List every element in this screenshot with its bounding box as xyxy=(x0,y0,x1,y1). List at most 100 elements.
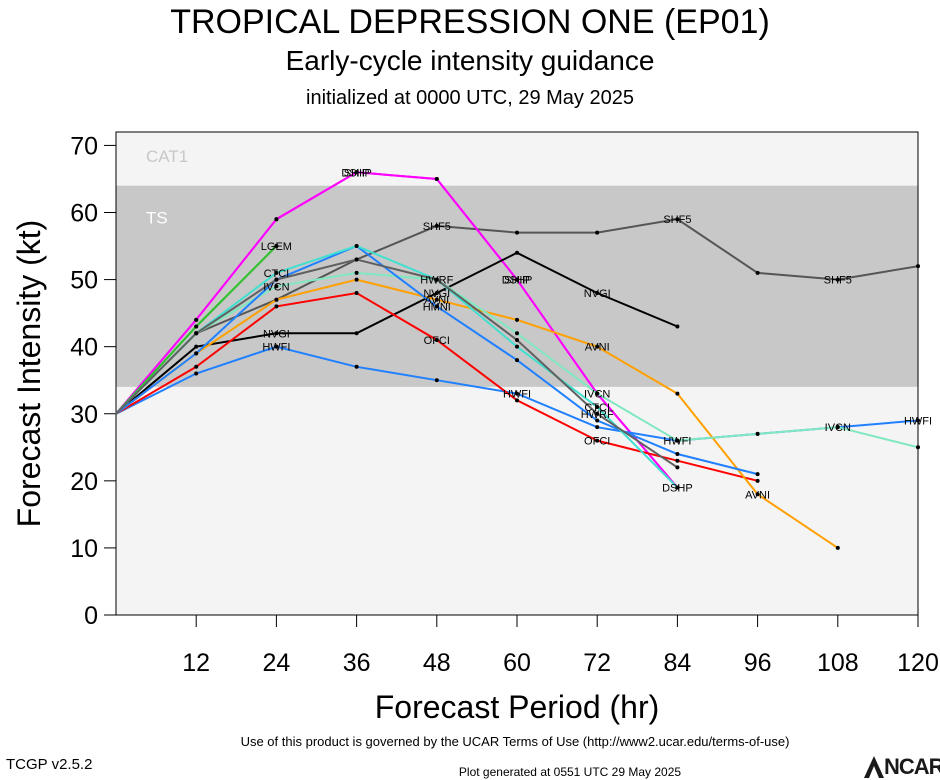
point-ship xyxy=(434,176,439,181)
y-tick-label: 20 xyxy=(70,468,98,496)
series-label-nvgi: NVGI xyxy=(423,288,450,300)
point-hwrf xyxy=(354,257,359,262)
series-label-avni: AVNI xyxy=(424,295,449,307)
series-label-shf5: SHF5 xyxy=(824,275,852,287)
point-hmni xyxy=(194,351,199,356)
series-label-nvgi: NVGI xyxy=(263,328,290,340)
ncar-logo: NCAR xyxy=(862,752,940,780)
point-nvgi xyxy=(354,331,359,336)
point-nvgi xyxy=(595,291,600,295)
y-tick-label: 30 xyxy=(70,401,98,429)
series-label-hwfi: HWFI xyxy=(503,389,531,401)
point-hwrf xyxy=(595,411,600,416)
x-tick-label: 120 xyxy=(897,649,939,677)
ncar-logo-text: NCAR xyxy=(884,754,940,779)
point-hwfi xyxy=(595,425,600,430)
point-ship xyxy=(354,170,359,175)
x-tick-label: 60 xyxy=(503,649,531,677)
series-label-avni: AVNI xyxy=(585,342,610,354)
series-label-ship: SHIP xyxy=(504,275,530,287)
y-axis-label: Forecast Intensity (kt) xyxy=(11,220,47,528)
point-ship xyxy=(515,277,519,282)
series-label-avni: AVNI xyxy=(745,489,770,501)
point-ofci xyxy=(354,291,359,295)
x-tick-label: 36 xyxy=(343,649,371,677)
point-shf5 xyxy=(675,217,680,222)
point-ivcn xyxy=(274,284,279,289)
point-hmni xyxy=(675,452,680,456)
band-label-cat1: CAT1 xyxy=(146,147,188,166)
point-hmni xyxy=(515,358,519,363)
point-avni xyxy=(755,492,760,497)
y-tick-label: 10 xyxy=(70,535,98,563)
y-tick-label: 60 xyxy=(70,200,98,228)
point-avni xyxy=(595,344,600,349)
series-label-ofci: OFCI xyxy=(584,436,610,448)
point-ivcn xyxy=(515,331,519,336)
point-ofci xyxy=(515,398,519,403)
terms-of-use-text[interactable]: Use of this product is governed by the U… xyxy=(240,734,790,749)
band-cat1 xyxy=(116,132,918,186)
point-hwfi xyxy=(194,371,199,376)
generated-time: Plot generated at 0551 UTC 29 May 2025 xyxy=(458,765,682,779)
point-ship xyxy=(194,317,199,322)
point-fr25 xyxy=(274,244,279,249)
point-avni xyxy=(434,297,439,302)
point-hwfi xyxy=(916,418,920,423)
point-hwfi xyxy=(434,378,439,383)
point-nvgi xyxy=(675,324,680,329)
point-ofci xyxy=(434,337,439,342)
point-hmni xyxy=(434,304,439,309)
point-ivcn xyxy=(916,445,920,450)
ncar-logo-icon xyxy=(864,756,884,778)
band-below-ts xyxy=(116,386,918,615)
series-label-ofci: OFCI xyxy=(424,335,450,347)
point-hwfi xyxy=(354,364,359,369)
series-label-ship: SHIP xyxy=(344,167,370,179)
point-ofci xyxy=(274,304,279,309)
point-avni xyxy=(675,391,680,396)
series-label-dshp: DSHP xyxy=(341,167,372,179)
band-ts xyxy=(116,185,918,387)
point-ofci xyxy=(595,438,600,443)
y-tick-label: 70 xyxy=(70,132,98,160)
series-line-ship xyxy=(115,171,679,489)
x-tick-label: 84 xyxy=(663,649,691,677)
series-label-ivcn: IVCN xyxy=(584,389,610,401)
point-ivcn xyxy=(835,425,840,430)
series-label-dshp: DSHP xyxy=(662,483,693,495)
point-nvgi xyxy=(274,331,279,336)
y-tick-label: 0 xyxy=(84,602,98,630)
point-ctci xyxy=(354,244,359,249)
point-ship xyxy=(274,217,279,222)
point-hmni xyxy=(595,418,600,423)
band-label-ts: TS xyxy=(146,209,168,228)
point-hwrf xyxy=(515,337,519,342)
point-ctci xyxy=(675,485,680,490)
init-time: initialized at 0000 UTC, 29 May 2025 xyxy=(306,87,634,109)
series-line-hwrf xyxy=(115,258,678,469)
series-label-hwfi: HWFI xyxy=(904,415,932,427)
point-hwfi xyxy=(515,391,519,396)
point-shf5 xyxy=(434,223,439,228)
series-label-nvgi: NVGI xyxy=(584,288,611,300)
point-fr25 xyxy=(194,324,199,329)
point-hwrf xyxy=(434,277,439,282)
series-label-hmni: HMNI xyxy=(423,301,451,313)
series-label-hwfi: HWFI xyxy=(663,436,691,448)
point-ivcn xyxy=(755,431,760,436)
x-tick-label: 108 xyxy=(817,649,859,677)
point-shf5 xyxy=(595,230,600,235)
point-ivcn xyxy=(354,270,359,275)
point-shf5 xyxy=(515,230,519,235)
point-nvgi xyxy=(194,344,199,349)
point-ctci xyxy=(595,405,600,410)
series-label-ivcn: IVCN xyxy=(263,281,289,293)
point-avni xyxy=(354,277,359,282)
point-ctci xyxy=(274,270,279,275)
x-tick-label: 72 xyxy=(583,649,611,677)
intensity-chart: CAT1 TS 0 10 20 30 40 50 60 70 12 24 36 48 60 72 84 96 108… xyxy=(11,131,939,725)
point-ofci xyxy=(194,364,199,369)
point-ofci xyxy=(675,458,680,463)
point-ofci xyxy=(755,478,760,483)
